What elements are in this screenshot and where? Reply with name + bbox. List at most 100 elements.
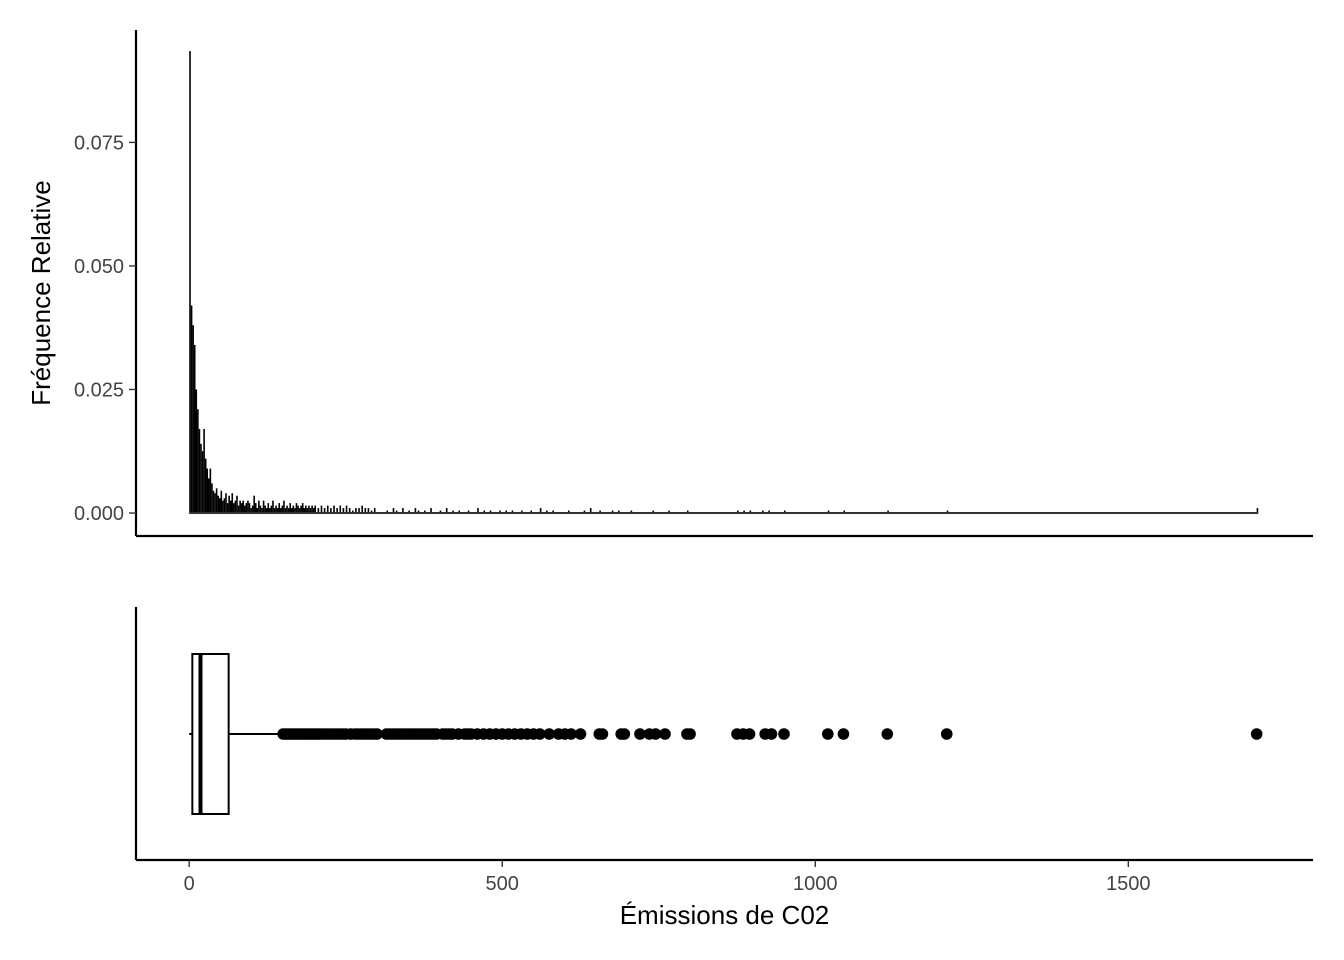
histogram-bar [367, 508, 370, 513]
histogram-bar [237, 505, 240, 513]
histogram-bar [240, 503, 243, 513]
histogram-bar [686, 510, 689, 513]
histogram-bar [783, 510, 786, 513]
x-tick-label: 500 [486, 873, 519, 895]
histogram-bar [358, 508, 360, 513]
histogram-bar [348, 508, 351, 513]
histogram-bar [222, 500, 224, 513]
histogram-bar [345, 505, 348, 513]
histogram-bar [467, 510, 470, 513]
boxplot-outlier [765, 728, 778, 740]
histogram-bar [373, 508, 376, 513]
histogram-bar [843, 510, 846, 513]
histogram-bar [198, 429, 201, 513]
histogram-bar [286, 505, 288, 513]
boxplot-outlier [574, 728, 587, 740]
histogram-bar [228, 495, 230, 513]
histogram-bar [370, 510, 373, 513]
histogram-bar [295, 503, 298, 513]
histogram-bar [264, 505, 266, 513]
histogram-bar [289, 503, 291, 513]
histogram-bar [190, 305, 193, 513]
histogram-bar [445, 508, 448, 513]
histogram-bar [217, 495, 219, 513]
histogram-bar [270, 505, 273, 513]
histogram-bar [220, 490, 223, 513]
histogram-bar [247, 500, 249, 513]
histogram-bar [193, 345, 196, 513]
histogram-bar [303, 508, 306, 513]
boxplot-outlier [684, 728, 696, 740]
histogram-bar [301, 503, 304, 513]
histogram-bar [261, 508, 263, 513]
histogram-bar [439, 510, 442, 513]
y-tick-label: 0.050 [74, 256, 124, 278]
histogram-bar [414, 508, 417, 513]
boxplot-outlier [659, 728, 671, 740]
boxplot-outlier [940, 728, 953, 740]
histogram-bar [552, 510, 554, 513]
histogram-bar [201, 451, 204, 513]
histogram-bar [583, 510, 586, 513]
histogram-bar [546, 510, 548, 513]
histogram-bar [351, 510, 354, 513]
histogram-bar [361, 505, 363, 513]
histogram-bar [229, 500, 232, 513]
histogram-y-ticks: 0.000 0.025 0.050 0.075 [74, 132, 136, 525]
histogram-bar [320, 505, 323, 513]
histogram-bar [430, 508, 432, 513]
histogram-bar [254, 503, 257, 513]
histogram-bar [279, 508, 282, 513]
histogram-bar [287, 508, 290, 513]
histogram-bar [281, 505, 284, 513]
boxplot-outlier [596, 728, 609, 740]
histogram-bar [253, 495, 255, 513]
histogram-panel: 0.000 0.025 0.050 0.075 Fréquence Relative [26, 30, 1313, 538]
x-axis-title: Émissions de C02 [620, 900, 830, 930]
histogram-bar [417, 510, 420, 513]
histogram-bar [452, 510, 454, 513]
histogram-bar [505, 510, 507, 513]
histogram-bar [223, 498, 226, 513]
histogram-bar [423, 510, 426, 513]
histogram-bar [762, 510, 764, 513]
histogram-bar [204, 458, 207, 513]
histogram-bar [269, 508, 271, 513]
histogram-bar [483, 510, 486, 513]
boxplot-outlier [534, 728, 546, 740]
histogram-bar [189, 51, 191, 513]
histogram-bar [317, 508, 320, 513]
histogram-bar [251, 505, 254, 513]
histogram-bar [458, 510, 461, 513]
histogram-bar [218, 498, 221, 513]
histogram-bar [326, 505, 329, 513]
boxplot-outlier [778, 728, 790, 740]
histogram-bar [499, 510, 501, 513]
histogram-bar [292, 505, 295, 513]
x-ticks: 0 500 1000 1500 [184, 860, 1151, 895]
histogram-bar [248, 503, 251, 513]
histogram-bar [308, 505, 310, 513]
histogram-bar [323, 508, 326, 513]
histogram-bar [511, 510, 514, 513]
boxplot-outliers [277, 728, 1263, 740]
histogram-bar [239, 500, 241, 513]
histogram-bar [330, 508, 332, 513]
histogram-bar [242, 500, 245, 513]
histogram-bar [212, 490, 215, 513]
histogram-bar [197, 409, 199, 513]
histogram-bar [290, 508, 293, 513]
histogram-bar [283, 500, 285, 513]
histogram-bar [589, 508, 592, 513]
histogram-bar [195, 389, 198, 513]
histogram-bar [312, 508, 315, 513]
histogram-bar [314, 505, 317, 513]
histogram-bar [749, 510, 752, 513]
histogram-bar [567, 510, 570, 513]
boxplot-outlier [618, 728, 631, 740]
histogram-bar [477, 508, 479, 513]
histogram-bar [342, 508, 345, 513]
y-tick-label: 0.000 [74, 503, 124, 525]
boxplot-outlier [881, 728, 894, 740]
histogram-bar [305, 505, 307, 513]
